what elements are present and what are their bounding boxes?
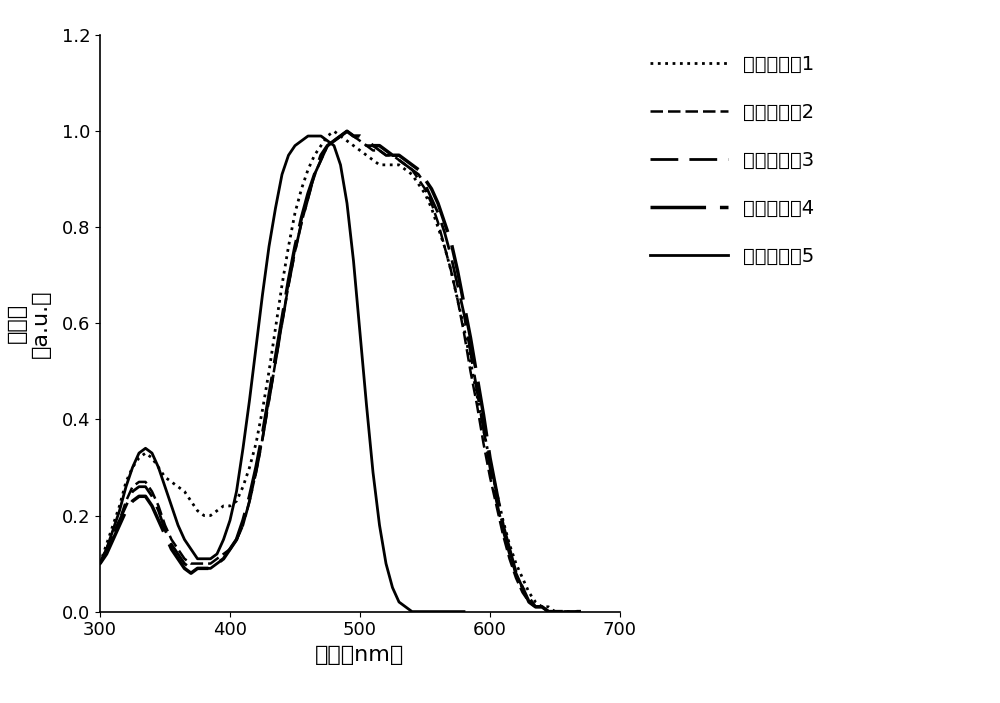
共轭聚合物3 (94, 560, 106, 568)
共轭聚合物3 (530, 602, 542, 611)
共轭聚合物4 (133, 492, 145, 501)
Legend: 共轭聚合物1, 共轭聚合物2, 共轭聚合物3, 共轭聚合物4, 共轭聚合物5: 共轭聚合物1, 共轭聚合物2, 共轭聚合物3, 共轭聚合物4, 共轭聚合物5 (640, 45, 824, 276)
共轭聚合物5 (250, 343, 262, 352)
共轭聚合物3 (478, 425, 490, 433)
Line: 共轭聚合物5: 共轭聚合物5 (100, 136, 464, 612)
共轭聚合物5 (354, 329, 366, 337)
共轭聚合物4 (464, 333, 477, 342)
共轭聚合物1 (530, 598, 542, 606)
共轭聚合物4 (341, 127, 353, 136)
Line: 共轭聚合物3: 共轭聚合物3 (100, 131, 581, 612)
共轭聚合物3 (484, 463, 496, 472)
共轭聚合物2 (497, 531, 509, 539)
共轭聚合物5 (107, 526, 119, 534)
共轭聚合物3 (575, 607, 587, 616)
共轭聚合物1 (464, 358, 477, 366)
共轭聚合物5 (406, 607, 418, 616)
共轭聚合物3 (542, 607, 554, 616)
Line: 共轭聚合物1: 共轭聚合物1 (100, 131, 581, 612)
共轭聚合物1 (478, 425, 490, 433)
共轭聚合物3 (464, 348, 477, 356)
共轭聚合物1 (133, 453, 145, 462)
共轭聚合物4 (478, 411, 490, 419)
共轭聚合物4 (530, 602, 542, 611)
共轭聚合物5 (94, 560, 106, 568)
Line: 共轭聚合物4: 共轭聚合物4 (100, 131, 581, 612)
共轭聚合物3 (497, 526, 509, 534)
共轭聚合物3 (341, 127, 353, 136)
共轭聚合物5 (458, 607, 470, 616)
共轭聚合物2 (530, 602, 542, 611)
共轭聚合物2 (464, 367, 477, 375)
Y-axis label: 吸收度
（a.u.）: 吸收度 （a.u.） (7, 289, 51, 358)
共轭聚合物5 (348, 257, 360, 265)
共轭聚合物5 (114, 506, 126, 515)
X-axis label: 波长（nm）: 波长（nm） (315, 645, 405, 665)
共轭聚合物4 (542, 607, 554, 616)
共轭聚合物2 (94, 560, 106, 568)
共轭聚合物2 (341, 127, 353, 136)
共轭聚合物1 (328, 127, 340, 136)
共轭聚合物4 (575, 607, 587, 616)
共轭聚合物2 (478, 439, 490, 448)
共轭聚合物2 (133, 478, 145, 486)
共轭聚合物5 (192, 555, 204, 563)
共轭聚合物1 (575, 607, 587, 616)
共轭聚合物1 (94, 560, 106, 568)
共轭聚合物1 (484, 458, 496, 467)
共轭聚合物3 (133, 482, 145, 491)
共轭聚合物2 (542, 607, 554, 616)
共轭聚合物5 (302, 131, 314, 140)
共轭聚合物4 (94, 560, 106, 568)
共轭聚合物1 (549, 607, 561, 616)
Line: 共轭聚合物2: 共轭聚合物2 (100, 131, 581, 612)
共轭聚合物1 (497, 516, 509, 524)
共轭聚合物4 (497, 521, 509, 529)
共轭聚合物2 (484, 473, 496, 482)
共轭聚合物4 (484, 453, 496, 462)
共轭聚合物2 (575, 607, 587, 616)
